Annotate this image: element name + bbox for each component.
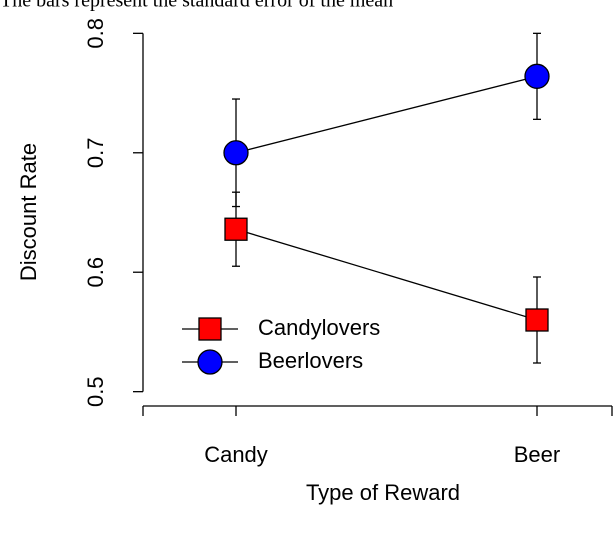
series-line bbox=[235, 228, 538, 321]
legend-marker bbox=[197, 349, 223, 375]
series-line bbox=[235, 75, 538, 154]
x-axis-label: Type of Reward bbox=[306, 480, 460, 505]
y-tick-label: 0.5 bbox=[83, 376, 108, 407]
data-point bbox=[223, 140, 249, 166]
legend-marker bbox=[198, 317, 222, 341]
legend-label: Candylovers bbox=[258, 315, 380, 340]
data-point bbox=[525, 308, 549, 332]
x-tick-label: Beer bbox=[514, 442, 560, 467]
y-tick-label: 0.8 bbox=[83, 18, 108, 49]
y-tick-label: 0.7 bbox=[83, 137, 108, 168]
y-tick-label: 0.6 bbox=[83, 257, 108, 288]
data-point bbox=[224, 217, 248, 241]
legend-label: Beerlovers bbox=[258, 348, 363, 373]
data-point bbox=[524, 63, 550, 89]
chart-subtitle: The bars represent the standard error of… bbox=[0, 0, 393, 12]
y-axis-label: Discount Rate bbox=[16, 143, 41, 281]
x-tick-label: Candy bbox=[204, 442, 268, 467]
